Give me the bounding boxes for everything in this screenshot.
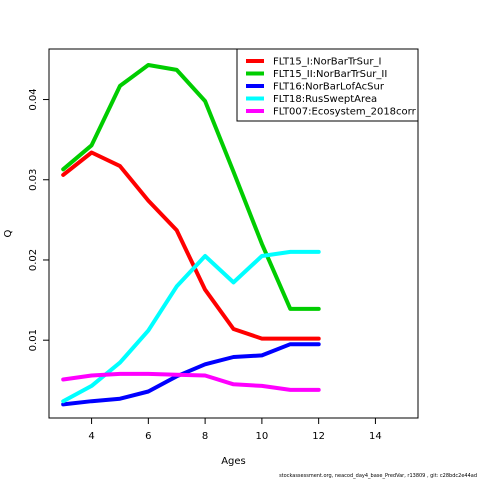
- x-tick-label: 12: [312, 431, 325, 442]
- footer-credit: stockassessment.org, neacod_day4_base_Pr…: [279, 473, 477, 479]
- x-tick-label: 10: [256, 431, 269, 442]
- legend-label-2: FLT15_II:NorBarTrSur_II: [273, 69, 387, 80]
- legend-label-5: FLT007:Ecosystem_2018corr: [273, 107, 417, 118]
- series-line-2: [61, 63, 321, 311]
- legend: FLT15_I:NorBarTrSur_IFLT15_II:NorBarTrSu…: [236, 48, 419, 122]
- x-axis-label: Ages: [221, 456, 246, 467]
- series-lines: [61, 63, 321, 407]
- series-line-3: [61, 342, 321, 407]
- y-axis-label: Q: [3, 229, 14, 237]
- x-tick-label: 8: [202, 431, 208, 442]
- x-tick-label: 14: [369, 431, 382, 442]
- y-tick-label: 0.03: [28, 169, 39, 191]
- x-tick-label: 6: [145, 431, 151, 442]
- series-line-1: [61, 150, 321, 341]
- y-tick-label: 0.02: [28, 249, 39, 271]
- legend-label-1: FLT15_I:NorBarTrSur_I: [273, 57, 381, 68]
- plot-frame: [48, 48, 419, 419]
- axes: 4 6 8 10 12 14 0.01 0.02 0.03 0.04: [28, 88, 382, 442]
- legend-box: [236, 48, 419, 122]
- legend-items: FLT15_I:NorBarTrSur_IFLT15_II:NorBarTrSu…: [246, 57, 417, 118]
- legend-label-4: FLT18:RusSweptArea: [273, 94, 377, 105]
- y-tick-label: 0.01: [28, 329, 39, 351]
- x-tick-label: 4: [88, 431, 94, 442]
- y-tick-label: 0.04: [28, 88, 39, 110]
- series-line-4: [61, 249, 321, 404]
- series-line-5: [61, 371, 321, 392]
- legend-label-3: FLT16:NorBarLofAcSur: [273, 82, 385, 93]
